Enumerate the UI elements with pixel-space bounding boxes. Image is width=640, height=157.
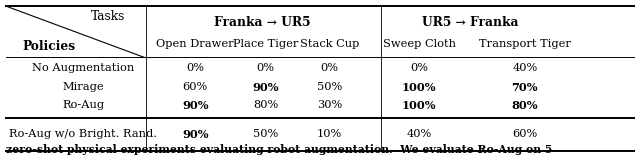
Text: 40%: 40% — [512, 63, 538, 73]
Text: Tasks: Tasks — [90, 10, 125, 23]
Text: 100%: 100% — [402, 100, 436, 111]
Text: 50%: 50% — [317, 82, 342, 92]
Text: Franka → UR5: Franka → UR5 — [214, 16, 310, 29]
Text: Policies: Policies — [22, 40, 76, 53]
Text: No Augmentation: No Augmentation — [32, 63, 134, 73]
Text: Stack Cup: Stack Cup — [300, 39, 359, 49]
Text: Mirage: Mirage — [62, 82, 104, 92]
Text: 60%: 60% — [512, 129, 538, 139]
Text: 90%: 90% — [182, 129, 209, 140]
Text: Ro-Aug: Ro-Aug — [62, 100, 104, 110]
Text: 10%: 10% — [317, 129, 342, 139]
Text: Sweep Cloth: Sweep Cloth — [383, 39, 456, 49]
Text: 70%: 70% — [511, 82, 538, 93]
Text: 90%: 90% — [252, 82, 279, 93]
Text: 50%: 50% — [253, 129, 278, 139]
Text: 90%: 90% — [182, 100, 209, 111]
Text: 0%: 0% — [410, 63, 428, 73]
Text: 100%: 100% — [402, 82, 436, 93]
Text: zero-shot physical experiments evaluating robot augmentation.  We evaluate Ro-Au: zero-shot physical experiments evaluatin… — [6, 144, 553, 155]
Text: Ro-Aug w/o Bright. Rand.: Ro-Aug w/o Bright. Rand. — [9, 129, 157, 139]
Text: 30%: 30% — [317, 100, 342, 110]
Text: 80%: 80% — [511, 100, 538, 111]
Text: 80%: 80% — [253, 100, 278, 110]
Text: 0%: 0% — [321, 63, 339, 73]
Text: 60%: 60% — [182, 82, 208, 92]
Text: 40%: 40% — [406, 129, 432, 139]
Text: 0%: 0% — [257, 63, 275, 73]
Text: UR5 → Franka: UR5 → Franka — [422, 16, 518, 29]
Text: Place Tiger: Place Tiger — [233, 39, 298, 49]
Text: 0%: 0% — [186, 63, 204, 73]
Text: Open Drawer: Open Drawer — [156, 39, 234, 49]
Text: Transport Tiger: Transport Tiger — [479, 39, 571, 49]
